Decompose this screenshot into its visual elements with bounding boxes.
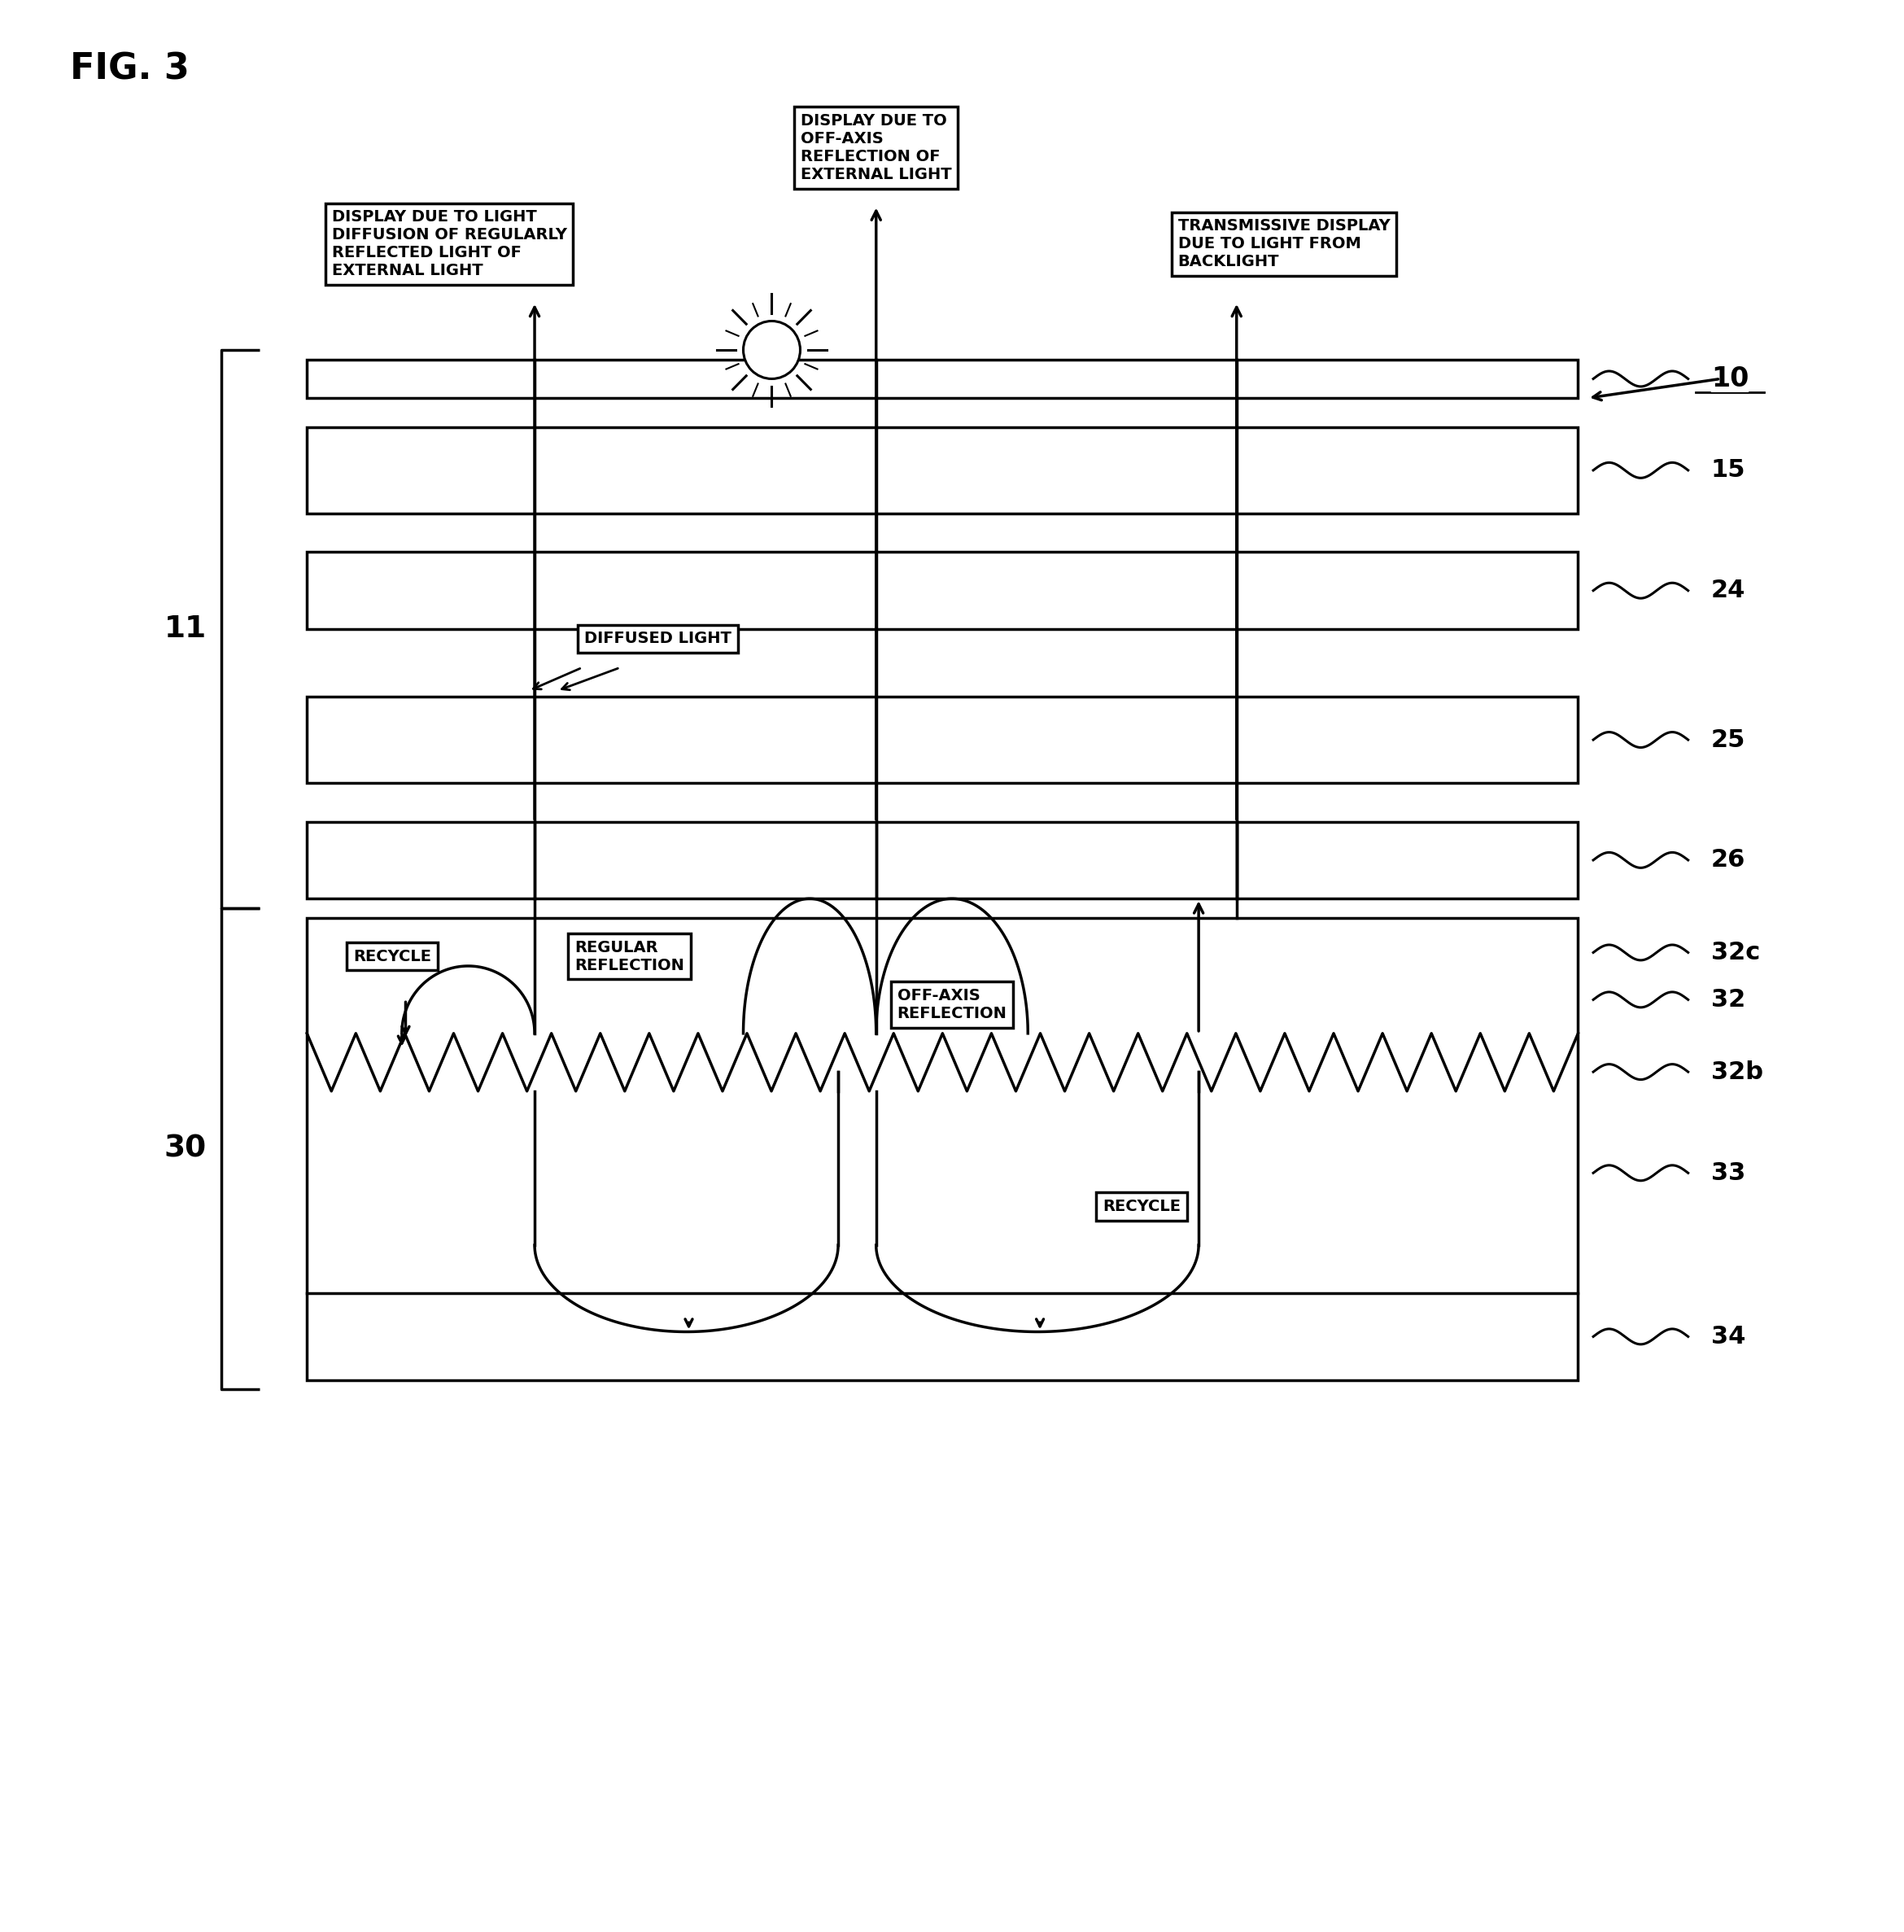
Text: 11: 11 bbox=[164, 614, 206, 643]
Circle shape bbox=[743, 321, 800, 379]
Bar bbox=[307, 553, 1578, 630]
Text: 33: 33 bbox=[1712, 1161, 1746, 1184]
Text: 25: 25 bbox=[1712, 728, 1746, 752]
Text: 32: 32 bbox=[1712, 987, 1746, 1012]
Text: RECYCLE: RECYCLE bbox=[1102, 1200, 1180, 1215]
Text: 32b: 32b bbox=[1712, 1061, 1763, 1084]
Text: DISPLAY DUE TO LIGHT
DIFFUSION OF REGULARLY
REFLECTED LIGHT OF
EXTERNAL LIGHT: DISPLAY DUE TO LIGHT DIFFUSION OF REGULA… bbox=[331, 209, 567, 278]
Bar bbox=[307, 696, 1578, 782]
Text: OFF-AXIS
REFLECTION: OFF-AXIS REFLECTION bbox=[897, 987, 1007, 1022]
Text: DIFFUSED LIGHT: DIFFUSED LIGHT bbox=[585, 632, 731, 647]
Text: RECYCLE: RECYCLE bbox=[354, 949, 432, 964]
Text: FIG. 3: FIG. 3 bbox=[70, 52, 188, 87]
Bar bbox=[307, 918, 1578, 1379]
Text: 32c: 32c bbox=[1712, 941, 1759, 964]
Text: 15: 15 bbox=[1712, 458, 1746, 483]
Text: 20: 20 bbox=[1712, 367, 1746, 390]
Text: 26: 26 bbox=[1712, 848, 1746, 871]
Text: 10: 10 bbox=[1712, 365, 1748, 392]
Text: 30: 30 bbox=[164, 1134, 206, 1163]
Bar bbox=[307, 821, 1578, 898]
Text: 24: 24 bbox=[1712, 580, 1746, 603]
Text: 34: 34 bbox=[1712, 1325, 1746, 1349]
Bar bbox=[307, 427, 1578, 514]
Text: TRANSMISSIVE DISPLAY
DUE TO LIGHT FROM
BACKLIGHT: TRANSMISSIVE DISPLAY DUE TO LIGHT FROM B… bbox=[1179, 218, 1390, 270]
Bar bbox=[307, 359, 1578, 398]
Text: REGULAR
REFLECTION: REGULAR REFLECTION bbox=[575, 939, 684, 974]
Text: DISPLAY DUE TO
OFF-AXIS
REFLECTION OF
EXTERNAL LIGHT: DISPLAY DUE TO OFF-AXIS REFLECTION OF EX… bbox=[800, 114, 952, 182]
